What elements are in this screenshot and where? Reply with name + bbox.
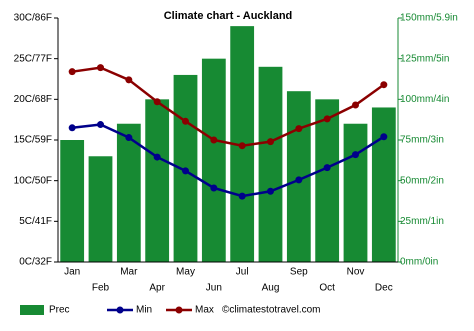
x-tick-label: Nov: [347, 267, 365, 278]
line: [71, 66, 385, 147]
x-tick-label: Feb: [92, 283, 110, 294]
point: [295, 176, 303, 184]
x-tick-label: Mar: [120, 267, 138, 278]
bar: [371, 107, 396, 262]
y2-tick-label: 50mm/2in: [400, 175, 444, 186]
y2-tick-label: 150mm/5.9in: [400, 13, 458, 24]
y-tick-label: 30C/86F: [14, 13, 52, 24]
bar: [116, 123, 141, 262]
point: [238, 142, 246, 150]
y2-tick-label: 25mm/1in: [400, 216, 444, 227]
x-tick-label: May: [176, 267, 195, 278]
y-tick-label: 15C/59F: [14, 135, 52, 146]
point: [68, 124, 76, 132]
point: [352, 101, 359, 109]
bar: [315, 99, 340, 262]
y-tick-label: 10C/50F: [14, 175, 52, 186]
y-tick-label: 20C/68F: [14, 94, 52, 105]
point: [352, 151, 359, 159]
x-tick-label: Jan: [64, 267, 80, 278]
legend-swatch: [175, 306, 183, 314]
point: [182, 167, 189, 175]
point: [97, 64, 104, 72]
y2-tick-label: 0mm/0in: [400, 257, 438, 268]
point: [267, 138, 274, 146]
point: [295, 125, 303, 133]
x-tick-label: Oct: [319, 283, 335, 294]
x-tick-label: Apr: [149, 283, 165, 294]
point: [323, 164, 331, 172]
legend-label: Prec: [49, 305, 70, 316]
chart-title: Climate chart - Auckland: [164, 10, 293, 22]
line: [72, 123, 385, 198]
x-tick-label: Dec: [375, 283, 393, 294]
point: [97, 121, 104, 129]
bar: [145, 99, 170, 262]
bar: [258, 66, 283, 262]
point: [210, 184, 218, 192]
point: [68, 68, 76, 76]
bar: [60, 140, 85, 262]
point: [380, 81, 388, 89]
y-tick-label: 25C/77F: [14, 53, 52, 64]
point: [323, 115, 331, 123]
x-tick-label: Jun: [206, 283, 222, 294]
bar: [201, 58, 226, 262]
y-tick-label: 0C/32F: [19, 257, 52, 268]
point: [380, 133, 388, 141]
legend-label: Max: [195, 305, 214, 316]
y-tick-label: 5C/41F: [19, 216, 52, 227]
point: [210, 136, 218, 144]
point: [153, 153, 161, 161]
point: [125, 134, 133, 142]
y2-tick-label: 125mm/5in: [400, 53, 449, 64]
x-tick-label: Aug: [262, 283, 280, 294]
source: ©climatestotravel.com: [222, 305, 321, 316]
y2-tick-label: 75mm/3in: [400, 135, 444, 146]
bar: [88, 156, 113, 262]
y2-tick-label: 100mm/4in: [400, 94, 449, 105]
x-tick-label: Jul: [236, 267, 249, 278]
point: [153, 98, 161, 106]
point: [125, 76, 133, 84]
point: [267, 187, 274, 195]
x-tick-label: Sep: [290, 267, 308, 278]
point: [182, 117, 189, 125]
legend-label: Min: [136, 305, 152, 316]
bar: [343, 123, 368, 262]
point: [238, 192, 246, 200]
legend-swatch: [20, 305, 44, 315]
legend-swatch: [116, 306, 124, 314]
